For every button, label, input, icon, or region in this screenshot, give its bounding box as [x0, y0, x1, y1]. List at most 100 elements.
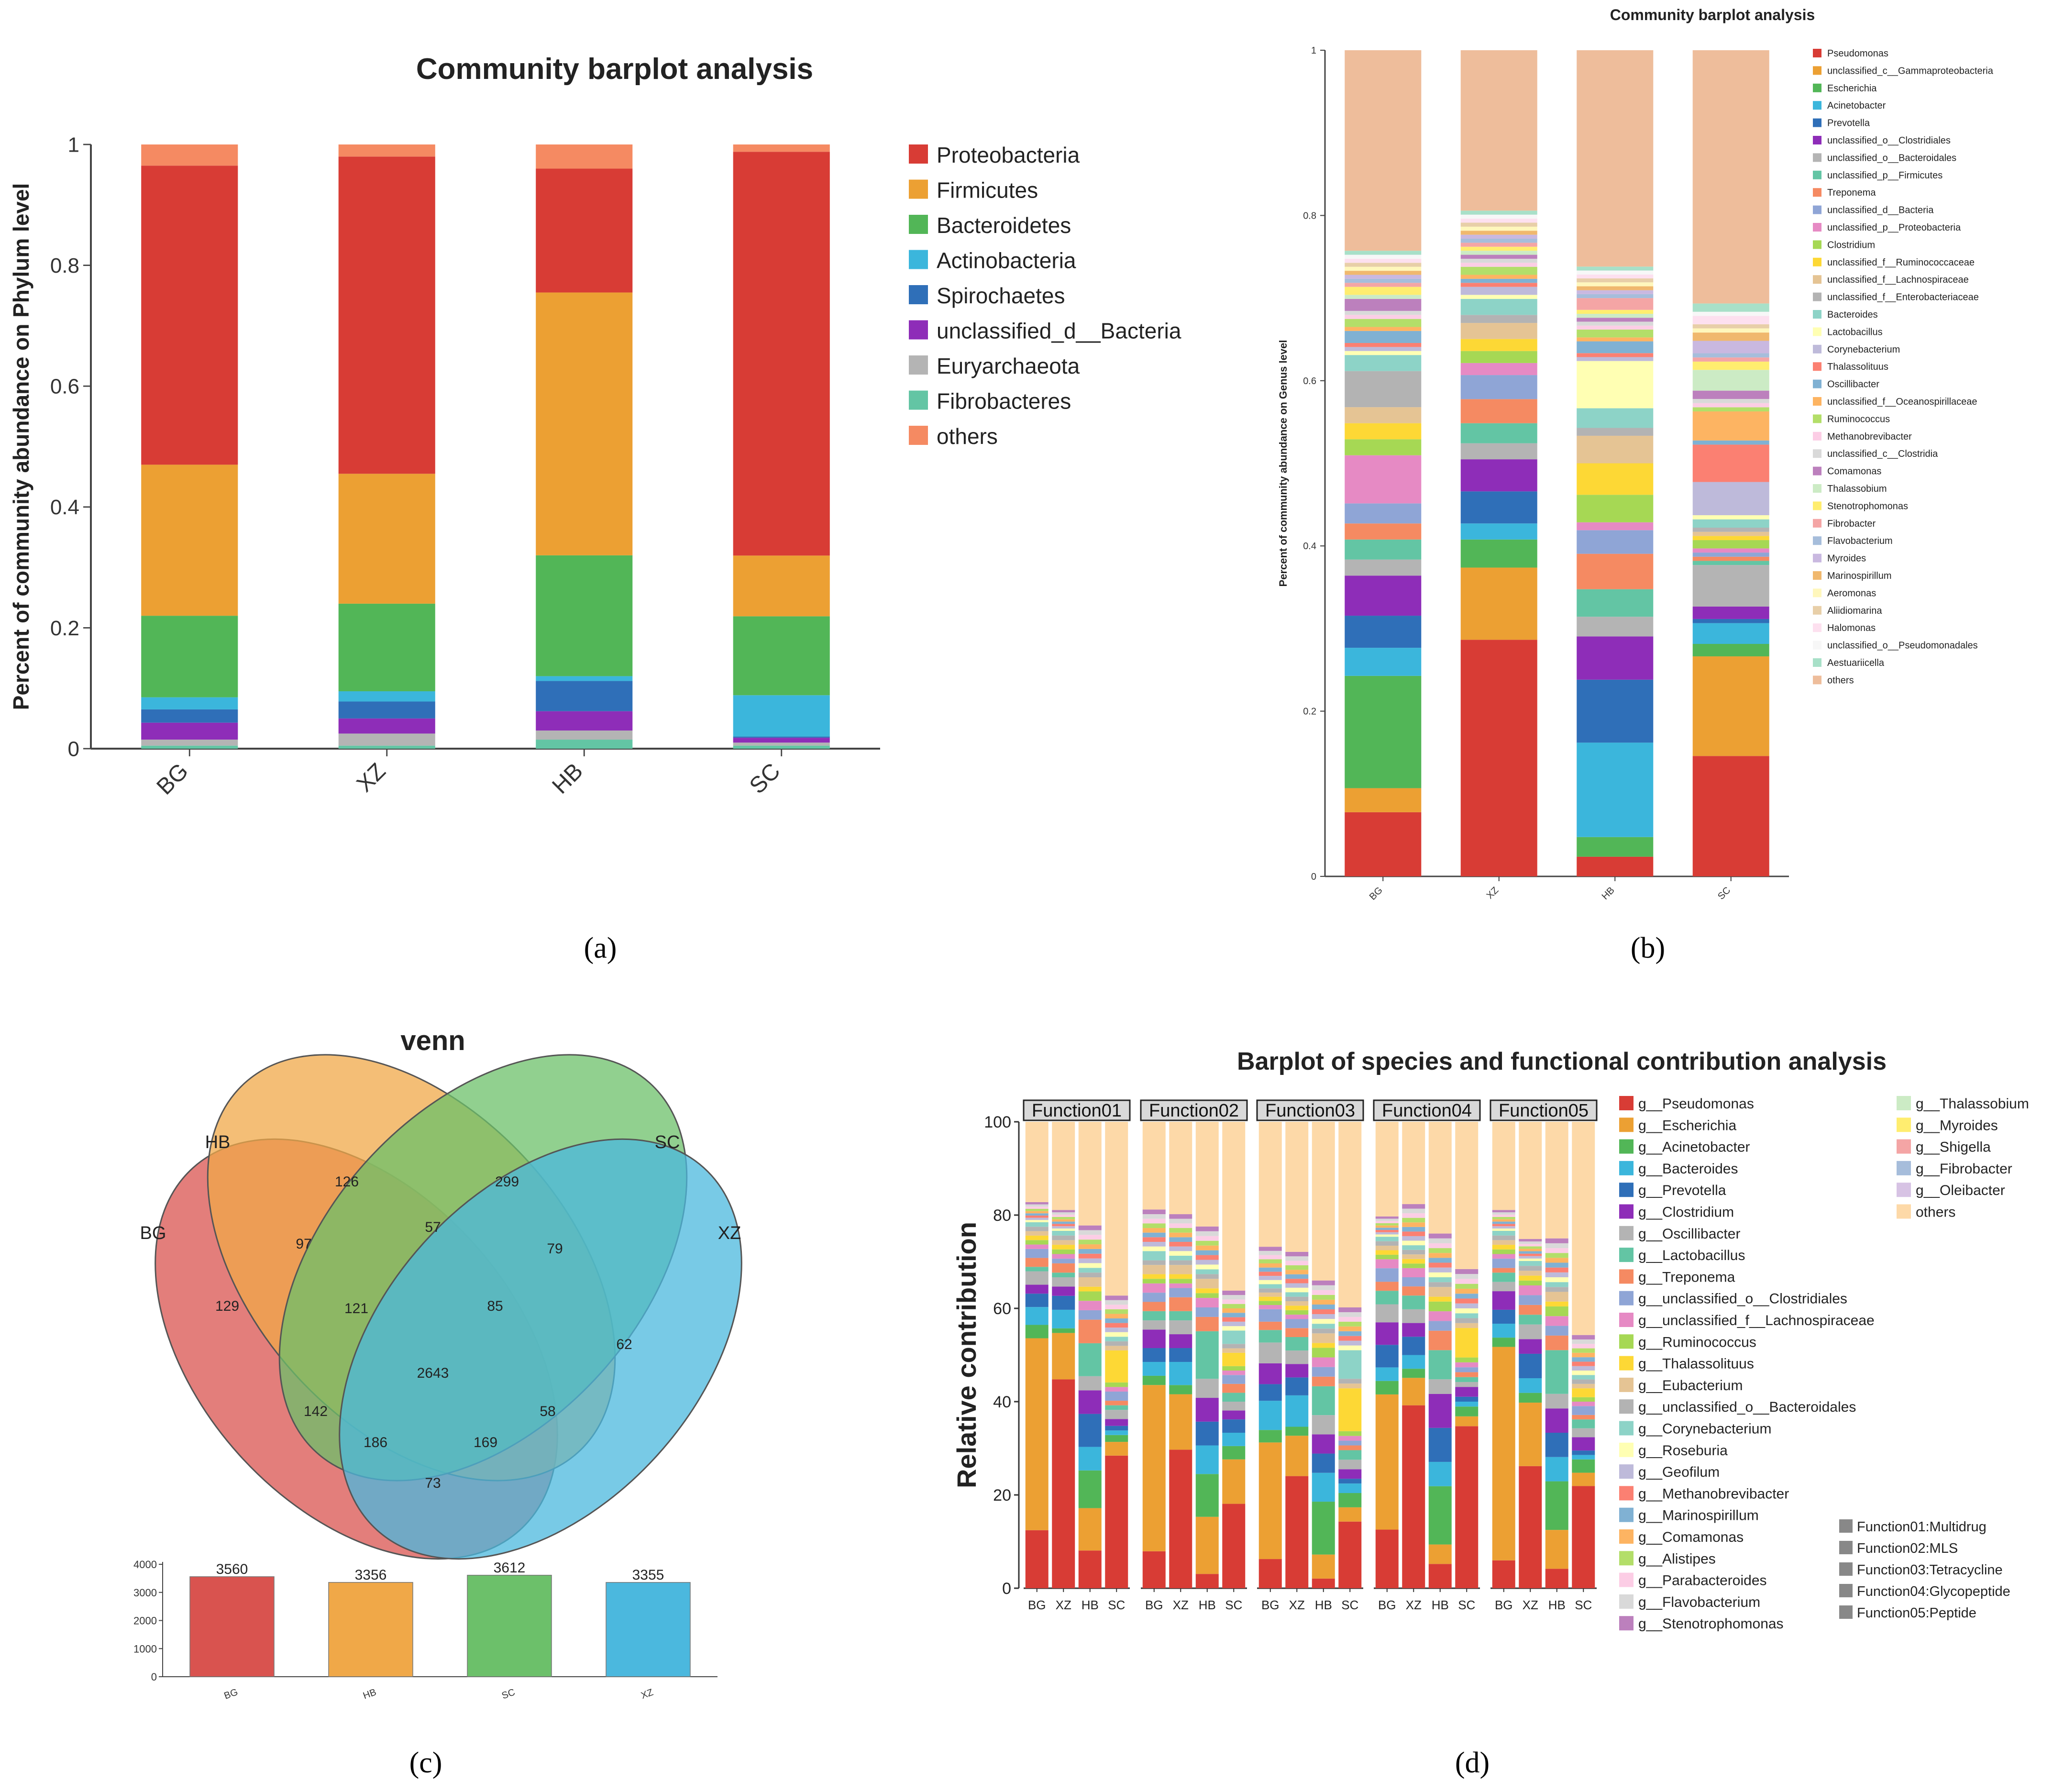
bar-segment: [536, 168, 633, 293]
bar-segment: [1519, 1285, 1542, 1295]
bar-segment: [1142, 1293, 1166, 1302]
bar-segment: [1345, 559, 1422, 576]
bar-segment: [1195, 1445, 1219, 1474]
bar-segment: [536, 144, 633, 169]
bar-segment: [1572, 1344, 1595, 1349]
bar: [328, 1582, 413, 1677]
bar-segment: [1312, 1502, 1335, 1555]
venn-region-count: 129: [215, 1298, 239, 1314]
legend-label: unclassified_d__Bacteria: [937, 319, 1181, 343]
bar-segment: [1545, 1267, 1568, 1272]
legend-label: g__Myroides: [1916, 1117, 1998, 1133]
bar-segment: [1572, 1388, 1595, 1397]
x-tick-label: XZ: [1173, 1598, 1189, 1612]
bar-segment: [1577, 274, 1654, 278]
legend-swatch: [1813, 136, 1821, 144]
bar-segment: [1025, 1294, 1049, 1307]
bar-value-label: 3356: [355, 1567, 387, 1583]
bar-segment: [1025, 1206, 1049, 1209]
bar-segment: [1105, 1426, 1128, 1431]
bar-segment: [1142, 1361, 1166, 1376]
legend-swatch: [1897, 1183, 1911, 1197]
legend-swatch: [1619, 1313, 1634, 1327]
legend-swatch: [909, 320, 928, 340]
bar-segment: [1428, 1287, 1452, 1297]
bar-segment: [1338, 1307, 1362, 1312]
bar-segment: [1338, 1122, 1362, 1308]
x-tick-label: XZ: [1289, 1598, 1305, 1612]
bar-segment: [1285, 1122, 1309, 1252]
legend-swatch: [1897, 1161, 1911, 1175]
bar-segment: [1692, 619, 1769, 623]
bar-segment: [1692, 324, 1769, 329]
x-tick-label: XZ: [1485, 885, 1501, 901]
bar-segment: [1105, 1341, 1128, 1346]
bar-segment: [733, 152, 830, 556]
bar-segment: [1312, 1343, 1335, 1348]
bar-segment: [1375, 1304, 1399, 1323]
legend-label: Fibrobacteres: [937, 389, 1071, 414]
bar-segment: [1285, 1287, 1309, 1293]
bar-segment: [1222, 1410, 1246, 1420]
bar-segment: [1052, 1224, 1075, 1227]
legend-swatch: [1619, 1226, 1634, 1240]
bar-segment: [1285, 1364, 1309, 1378]
venn-region-count: 299: [495, 1174, 519, 1190]
bar-segment: [1195, 1316, 1219, 1331]
bar-segment: [141, 740, 238, 746]
bar-segment: [1375, 1225, 1399, 1228]
bar-segment: [1338, 1507, 1362, 1522]
legend-label: Aeromonas: [1827, 588, 1876, 598]
bar-segment: [1692, 332, 1769, 341]
bar-segment: [1519, 1266, 1542, 1271]
legend-swatch: [1619, 1486, 1634, 1501]
y-tick-label: 60: [993, 1300, 1011, 1318]
bar-segment: [1402, 1213, 1425, 1218]
panel-label-d: (d): [1455, 1747, 1490, 1779]
bar-segment: [1577, 329, 1654, 338]
bar-segment: [1222, 1348, 1246, 1353]
bar-segment: [1428, 1238, 1452, 1243]
legend-label: g__Escherichia: [1638, 1117, 1736, 1133]
x-tick-label: SC: [1108, 1598, 1125, 1612]
bar-segment: [1169, 1251, 1192, 1256]
legend-label: g__Parabacteroides: [1638, 1573, 1767, 1589]
bar-segment: [1402, 1240, 1425, 1246]
bar-segment: [1519, 1353, 1542, 1378]
bar-segment: [1312, 1319, 1335, 1324]
bar-segment: [1577, 282, 1654, 287]
bar-segment: [1460, 299, 1537, 315]
bar-segment: [1312, 1285, 1335, 1290]
legend-label: g__Acinetobacter: [1638, 1139, 1750, 1155]
bar-segment: [141, 616, 238, 697]
bar-segment: [1572, 1375, 1595, 1380]
bar-segment: [1345, 278, 1422, 283]
x-tick-label: SC: [1575, 1598, 1592, 1612]
bar-segment: [1460, 295, 1537, 299]
bar-segment: [1692, 303, 1769, 312]
x-tick-label: HB: [1315, 1598, 1332, 1612]
legend-label: Escherichia: [1827, 83, 1877, 94]
legend-swatch: [1619, 1334, 1634, 1349]
bar-segment: [1692, 403, 1769, 408]
bar-segment: [1025, 1249, 1049, 1258]
bar-segment: [1258, 1296, 1282, 1301]
bar-segment: [1692, 561, 1769, 565]
bar-segment: [1375, 1218, 1399, 1221]
bar-segment: [1577, 266, 1654, 271]
function-key-label: Function05:Peptide: [1857, 1605, 1976, 1621]
bar-segment: [1285, 1270, 1309, 1274]
bar-segment: [1692, 482, 1769, 515]
bar-segment: [1375, 1394, 1399, 1530]
bar-segment: [1428, 1122, 1452, 1234]
bar-segment: [1258, 1342, 1282, 1363]
bar-segment: [338, 144, 435, 157]
bar-segment: [1285, 1337, 1309, 1351]
bar-segment: [1052, 1328, 1075, 1333]
bar-segment: [1195, 1245, 1219, 1250]
bar-segment: [1312, 1309, 1335, 1315]
bar-segment: [1195, 1122, 1219, 1227]
legend-label: unclassified_f__Oceanospirillaceae: [1827, 397, 1977, 407]
x-tick-label: HB: [547, 758, 588, 799]
bar-segment: [1545, 1350, 1568, 1394]
